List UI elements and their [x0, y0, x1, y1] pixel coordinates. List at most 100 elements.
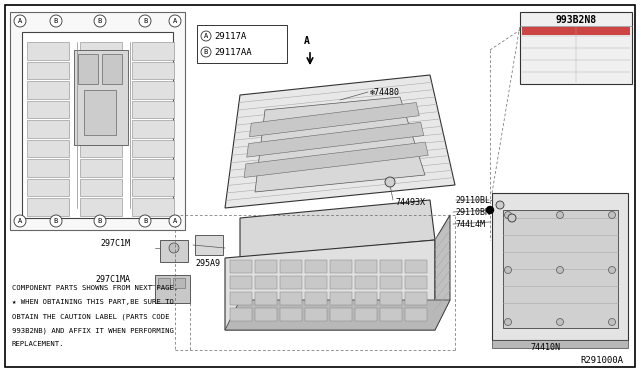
Circle shape [609, 318, 616, 326]
Polygon shape [355, 292, 377, 305]
Polygon shape [355, 260, 377, 273]
Bar [197, 25, 287, 63]
Polygon shape [330, 292, 352, 305]
Text: A: A [18, 218, 22, 224]
Bar [27, 81, 69, 99]
Bar [27, 120, 69, 138]
Text: 29117A: 29117A [214, 32, 246, 41]
Polygon shape [247, 122, 424, 157]
Polygon shape [230, 308, 252, 321]
Bar [84, 90, 116, 135]
Bar [132, 61, 174, 79]
Circle shape [201, 47, 211, 57]
Bar [78, 54, 98, 84]
Circle shape [14, 215, 26, 227]
Polygon shape [405, 292, 427, 305]
Circle shape [169, 243, 179, 253]
Bar [173, 278, 185, 288]
Polygon shape [492, 340, 628, 348]
Bar [132, 42, 174, 60]
Text: A: A [204, 33, 208, 39]
Text: ★ WHEN OBTAINING THIS PART,BE SURE TO: ★ WHEN OBTAINING THIS PART,BE SURE TO [12, 299, 174, 305]
Bar [132, 159, 174, 177]
Circle shape [94, 215, 106, 227]
Polygon shape [330, 260, 352, 273]
Circle shape [557, 212, 563, 218]
Circle shape [557, 318, 563, 326]
Text: A: A [173, 218, 177, 224]
Polygon shape [255, 97, 425, 192]
Polygon shape [280, 260, 302, 273]
Polygon shape [305, 308, 327, 321]
Bar [27, 42, 69, 60]
Bar [155, 275, 190, 303]
Polygon shape [380, 308, 402, 321]
Bar [102, 54, 122, 84]
Polygon shape [380, 292, 402, 305]
Polygon shape [380, 260, 402, 273]
Bar [522, 27, 630, 35]
Text: A: A [304, 36, 310, 46]
Bar [132, 81, 174, 99]
Polygon shape [330, 276, 352, 289]
Circle shape [94, 15, 106, 27]
Text: B: B [98, 18, 102, 24]
Circle shape [486, 206, 493, 214]
Bar [132, 179, 174, 196]
Bar [195, 235, 223, 255]
Bar [520, 12, 632, 84]
Polygon shape [405, 308, 427, 321]
Circle shape [504, 212, 511, 218]
Text: 993B2N8: 993B2N8 [556, 15, 596, 25]
Polygon shape [280, 276, 302, 289]
Circle shape [504, 318, 511, 326]
Text: 297C1MA: 297C1MA [95, 276, 130, 285]
Bar [132, 120, 174, 138]
Circle shape [139, 15, 151, 27]
Polygon shape [380, 276, 402, 289]
Polygon shape [305, 292, 327, 305]
Polygon shape [255, 308, 277, 321]
Bar [80, 140, 122, 157]
Circle shape [139, 215, 151, 227]
Polygon shape [255, 292, 277, 305]
Polygon shape [255, 276, 277, 289]
Text: A: A [173, 18, 177, 24]
Text: B: B [143, 218, 147, 224]
Polygon shape [355, 276, 377, 289]
Text: REPLACEMENT.: REPLACEMENT. [12, 341, 65, 347]
Text: 297C1M: 297C1M [100, 238, 130, 247]
Text: 74410N: 74410N [530, 343, 560, 352]
Text: 74493X: 74493X [395, 198, 425, 207]
Circle shape [609, 266, 616, 273]
Circle shape [508, 214, 516, 222]
Polygon shape [405, 276, 427, 289]
Bar [158, 278, 170, 288]
Text: B: B [54, 218, 58, 224]
Text: B: B [143, 18, 147, 24]
Bar [560, 212, 615, 326]
Circle shape [557, 266, 563, 273]
Polygon shape [405, 260, 427, 273]
Polygon shape [240, 200, 435, 258]
Bar [80, 42, 122, 60]
Circle shape [169, 215, 181, 227]
Polygon shape [330, 308, 352, 321]
Polygon shape [305, 276, 327, 289]
Text: B: B [98, 218, 102, 224]
Bar [22, 32, 173, 218]
Circle shape [609, 212, 616, 218]
Text: COMPONENT PARTS SHOWNS FROM NEXT PAGE.: COMPONENT PARTS SHOWNS FROM NEXT PAGE. [12, 285, 179, 291]
Text: OBTAIN THE CAUTION LABEL (PARTS CODE: OBTAIN THE CAUTION LABEL (PARTS CODE [12, 313, 170, 320]
Bar [10, 12, 185, 230]
Bar [27, 159, 69, 177]
Text: 744L4M: 744L4M [455, 220, 485, 229]
Text: A: A [18, 18, 22, 24]
Bar [80, 120, 122, 138]
Polygon shape [225, 240, 435, 330]
Polygon shape [280, 308, 302, 321]
Text: ❄74480: ❄74480 [370, 88, 400, 97]
Bar [132, 100, 174, 118]
Bar [80, 179, 122, 196]
Polygon shape [355, 308, 377, 321]
